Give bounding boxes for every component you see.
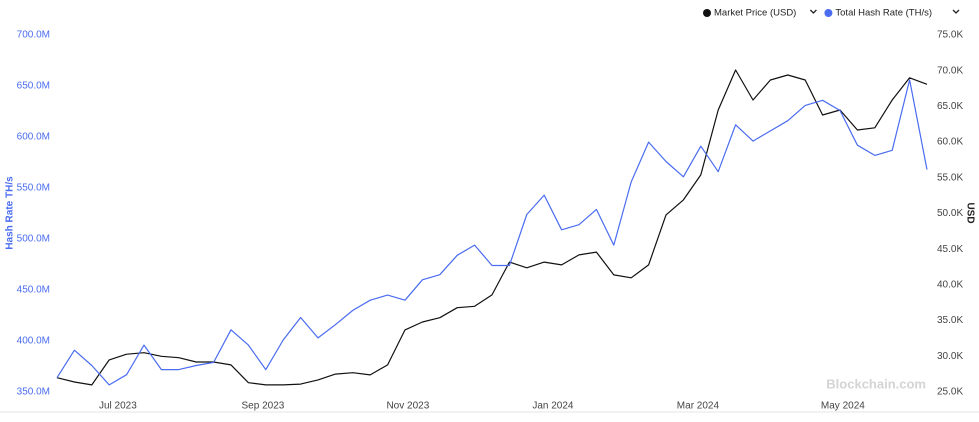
y2-axis-title: USD xyxy=(964,202,975,223)
y2-tick-label: 35.0K xyxy=(937,315,963,326)
x-tick-label: Mar 2024 xyxy=(677,401,720,412)
y-tick-label: 550.0M xyxy=(17,183,50,194)
y-tick-label: 400.0M xyxy=(17,336,50,347)
x-tick-label: Jul 2023 xyxy=(99,401,137,412)
y2-tick-label: 30.0K xyxy=(937,351,963,362)
y2-tick-label: 70.0K xyxy=(937,65,963,76)
y-tick-label: 450.0M xyxy=(17,285,50,296)
y-tick-label: 350.0M xyxy=(17,387,50,398)
y2-tick-label: 40.0K xyxy=(937,280,963,291)
legend-label[interactable]: Total Hash Rate (TH/s) xyxy=(835,8,932,19)
legend-dropdown[interactable] xyxy=(809,9,817,14)
x-tick-label: Sep 2023 xyxy=(242,401,285,412)
y-tick-label: 700.0M xyxy=(17,30,50,41)
y2-tick-label: 50.0K xyxy=(937,208,963,219)
y-tick-label: 600.0M xyxy=(17,132,50,143)
y2-tick-label: 55.0K xyxy=(937,172,963,183)
x-tick-label: Nov 2023 xyxy=(386,401,429,412)
legend-marker[interactable] xyxy=(824,9,833,17)
legend-label[interactable]: Market Price (USD) xyxy=(714,8,796,19)
y2-tick-label: 45.0K xyxy=(937,244,963,255)
y2-tick-label: 25.0K xyxy=(937,387,963,398)
series-line xyxy=(56,79,928,386)
legend-dropdown[interactable] xyxy=(952,9,960,14)
y-axis-title: Hash Rate TH/s xyxy=(5,176,16,250)
legend-marker[interactable] xyxy=(703,9,711,17)
y2-tick-label: 75.0K xyxy=(937,30,963,41)
series-line xyxy=(56,69,928,386)
x-tick-label: Jan 2024 xyxy=(532,401,574,412)
y-tick-label: 500.0M xyxy=(17,234,50,245)
y2-tick-label: 65.0K xyxy=(937,101,963,112)
x-tick-label: May 2024 xyxy=(821,401,865,412)
y-tick-label: 650.0M xyxy=(17,81,50,92)
watermark: Blockchain.com xyxy=(826,376,926,391)
y2-tick-label: 60.0K xyxy=(937,137,963,148)
